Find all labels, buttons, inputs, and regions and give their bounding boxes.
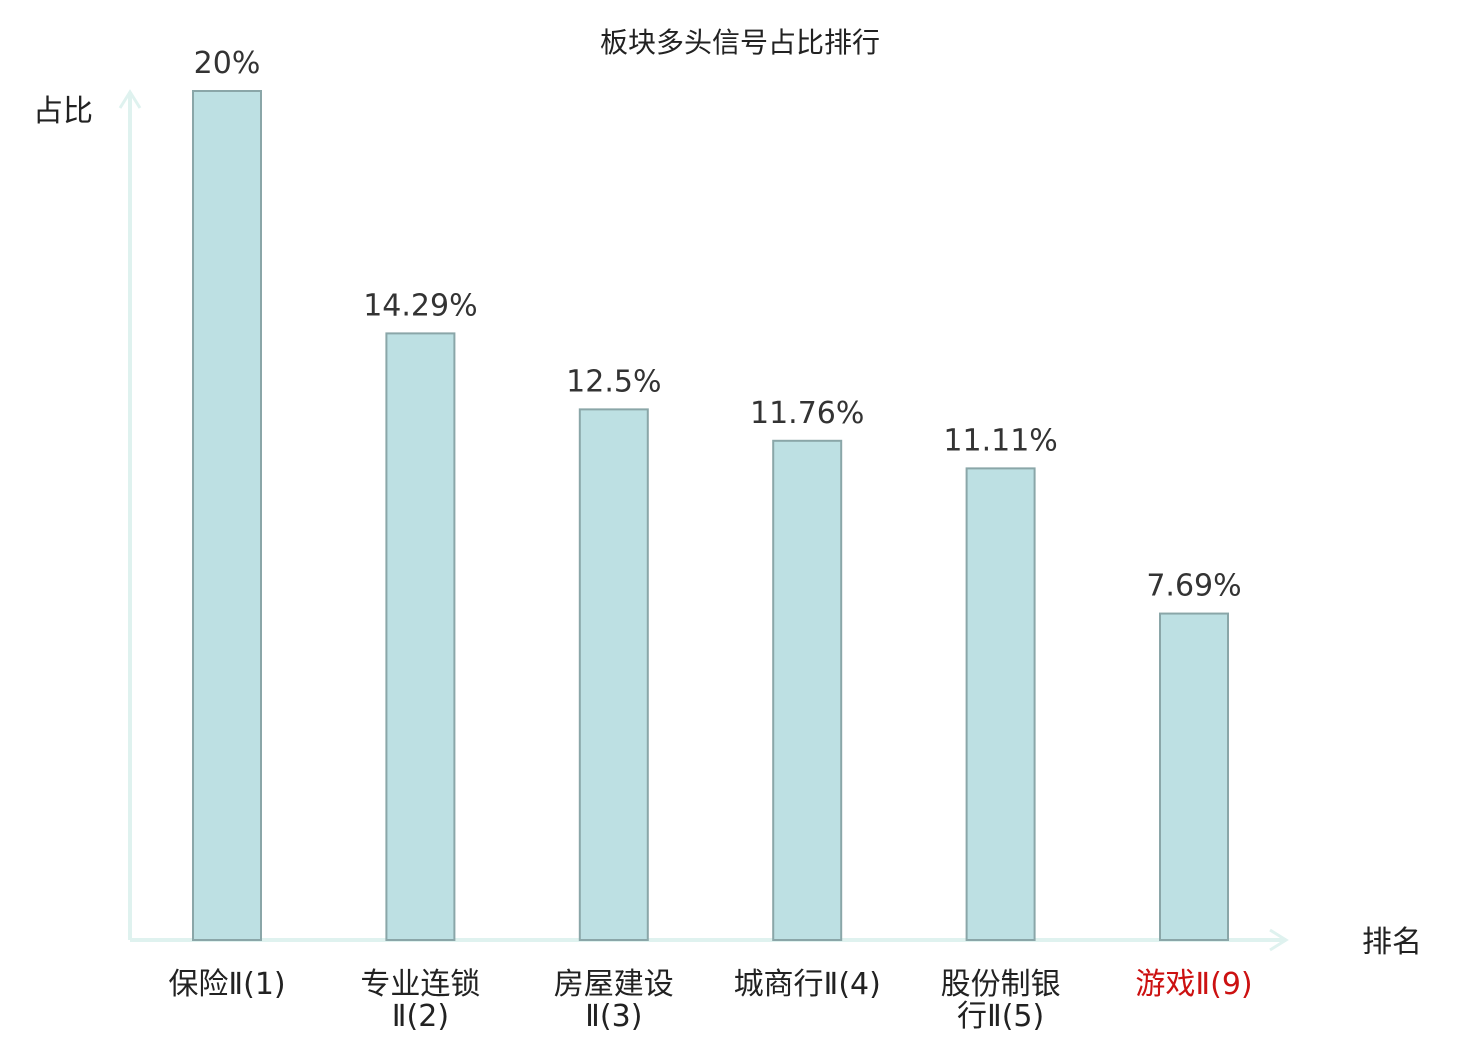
x-tick-label: 股份制银 [941, 967, 1061, 1002]
x-tick-label: Ⅱ(3) [585, 999, 642, 1034]
bar [965, 467, 1036, 941]
bar [385, 332, 456, 941]
y-axis-arrow [118, 89, 142, 109]
data-label: 11.76% [750, 396, 864, 431]
bar [1159, 612, 1229, 941]
x-tick-label: 行Ⅱ(5) [957, 999, 1044, 1034]
x-tick-label: 城商行Ⅱ(4) [734, 967, 881, 1002]
data-label: 7.69% [1146, 569, 1241, 604]
data-label: 20% [194, 46, 261, 81]
x-axis-label: 排名 [1362, 925, 1422, 960]
x-tick-label: 专业连锁 [360, 967, 480, 1002]
data-label: 14.29% [363, 288, 477, 323]
y-axis-label: 占比 [33, 94, 93, 129]
chart-title: 板块多头信号占比排行 [600, 26, 880, 59]
x-axis-arrow [1269, 928, 1289, 952]
bar [772, 439, 843, 941]
x-tick-label: Ⅱ(2) [392, 999, 449, 1034]
x-tick-label: 游戏Ⅱ(9) [1135, 967, 1252, 1002]
data-label: 11.11% [943, 423, 1057, 458]
x-tick-label: 房屋建设 [554, 967, 674, 1002]
data-label: 12.5% [566, 364, 661, 399]
bar [192, 90, 262, 941]
bar [578, 408, 649, 941]
x-tick-label: 保险Ⅱ(1) [168, 967, 285, 1002]
